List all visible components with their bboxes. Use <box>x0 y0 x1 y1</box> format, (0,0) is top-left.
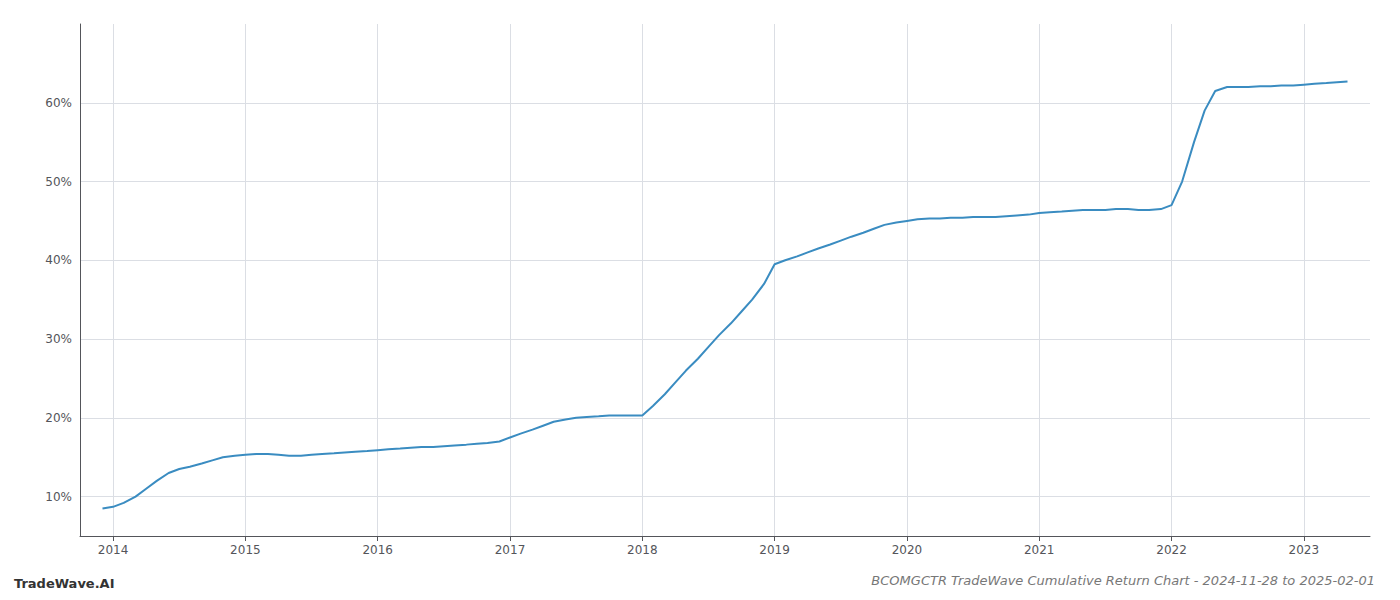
svg-text:2022: 2022 <box>1156 543 1187 557</box>
svg-text:50%: 50% <box>45 175 72 189</box>
svg-text:10%: 10% <box>45 490 72 504</box>
svg-text:40%: 40% <box>45 253 72 267</box>
svg-text:2014: 2014 <box>98 543 129 557</box>
svg-text:2021: 2021 <box>1024 543 1055 557</box>
svg-text:2019: 2019 <box>759 543 790 557</box>
svg-text:30%: 30% <box>45 332 72 346</box>
svg-text:2018: 2018 <box>627 543 658 557</box>
svg-text:TradeWave.AI: TradeWave.AI <box>14 576 115 591</box>
svg-text:2023: 2023 <box>1289 543 1320 557</box>
svg-text:2016: 2016 <box>362 543 393 557</box>
svg-text:BCOMGCTR TradeWave Cumulative: BCOMGCTR TradeWave Cumulative Return Cha… <box>871 573 1375 588</box>
svg-text:20%: 20% <box>45 411 72 425</box>
svg-text:2015: 2015 <box>230 543 261 557</box>
svg-text:2020: 2020 <box>892 543 923 557</box>
svg-text:2017: 2017 <box>495 543 526 557</box>
svg-text:60%: 60% <box>45 96 72 110</box>
